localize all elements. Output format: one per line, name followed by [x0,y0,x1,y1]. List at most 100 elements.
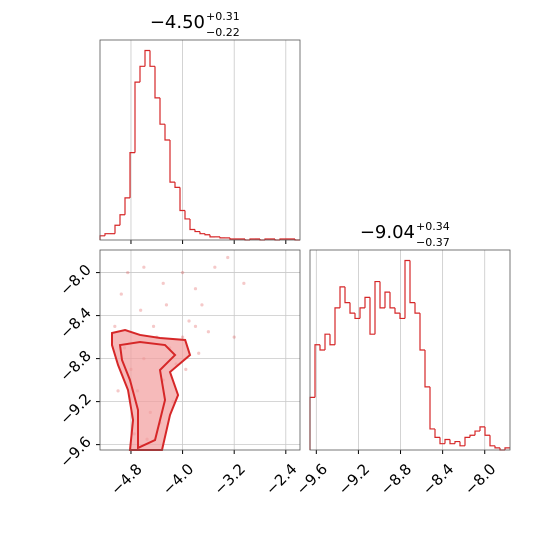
scatter-point [213,265,217,269]
histogram-bin [104,233,110,236]
histogram-bin [129,152,135,198]
y-tick-label: −9.2 [56,390,94,428]
histogram-bin [424,350,430,388]
scatter-point [161,281,165,285]
histogram-bin [459,441,465,447]
histogram-bin [339,286,345,308]
title-upper-error: +0.31 [206,10,240,23]
histogram-bin [164,124,170,141]
histogram-bin [199,231,205,235]
histogram-bin [189,218,195,231]
title-lower-error: −0.37 [416,236,450,249]
histogram-bin [344,286,350,304]
y-tick-label: −8.0 [56,261,94,299]
histogram-bin [474,430,480,436]
scatter-point [197,351,201,355]
scatter-point [151,324,156,328]
scatter-point [113,324,117,328]
histogram-bin [204,233,210,236]
histogram-bin [469,434,475,438]
histogram-bin [399,313,405,320]
histogram-bin [354,313,360,320]
scatter-point [200,303,204,307]
histogram-bin [329,334,335,346]
title-upper-error: +0.34 [416,220,450,233]
histogram-bin [134,81,140,153]
histogram-bin [439,437,445,445]
histogram-bin [454,440,460,444]
histogram-bin [374,280,380,335]
histogram-bin [119,214,125,226]
scatter-point [226,255,230,260]
histogram-bin [169,140,175,183]
histogram-bin [314,344,320,398]
histogram-bin [319,344,325,351]
x-tick-label: −8.4 [419,460,457,498]
density-contour [111,328,192,451]
x-tick-label: −9.2 [335,460,373,498]
histogram-bin [219,236,225,239]
histogram-bin [394,307,400,314]
histogram-bin [464,436,470,446]
histogram-bin [434,428,440,438]
histogram-bin [359,307,365,319]
histogram-bin [334,307,340,345]
histogram-bin [124,197,130,215]
scatter-point [193,287,198,291]
panel-title: −4.50 [150,12,205,33]
histogram-bin [324,333,330,350]
histogram-bin [484,426,490,436]
histogram-bin [479,426,485,432]
histogram-bin [449,439,455,445]
scatter-point [242,281,246,285]
histogram-bin [409,260,415,304]
histogram-bin [384,291,390,308]
histogram-bin [159,97,165,125]
histogram-bin [504,447,510,450]
scatter-point [206,330,210,334]
histogram-bin [194,229,200,233]
scatter-point [164,303,169,307]
histogram-bin [99,235,105,240]
histogram-bin [209,234,215,238]
histogram-bin [494,445,500,449]
scatter-point [126,270,130,275]
density-contour [118,341,177,450]
scatter-point [193,324,198,328]
scatter-point [232,335,236,339]
histogram-bin [144,49,150,67]
x-tick-label: −8.8 [377,460,415,498]
histogram-bin [154,66,160,99]
histogram-bin [369,297,375,335]
x-tick-label: −2.4 [262,460,300,498]
histogram-bin [349,302,355,314]
x-tick-label: −4.0 [159,460,197,498]
histogram-bin [174,182,180,188]
scatter-point [116,389,120,393]
histogram-bin [114,224,120,234]
panel-title: −9.04 [360,222,415,243]
histogram-bin [229,237,235,240]
x-tick-label: −4.8 [107,460,145,498]
histogram-bin [444,438,450,444]
histogram-bin [364,296,370,308]
y-tick-label: −8.4 [56,304,94,342]
scatter-point [187,319,191,323]
axes-frame [99,249,301,451]
x-tick-label: −9.6 [293,460,331,498]
histogram-bin [389,292,395,309]
scatter-point [142,265,146,269]
scatter-point [184,367,188,371]
x-tick-label: −8.0 [461,460,499,498]
scatter-point [180,270,185,275]
histogram-bin [414,302,420,314]
histogram-bin [149,50,155,67]
x-tick-label: −3.2 [210,460,248,498]
histogram-bin [489,435,495,447]
histogram-bin [179,187,185,212]
y-tick-label: −9.6 [56,433,94,471]
axes-frame [309,249,511,451]
y-tick-label: −8.8 [56,347,94,385]
